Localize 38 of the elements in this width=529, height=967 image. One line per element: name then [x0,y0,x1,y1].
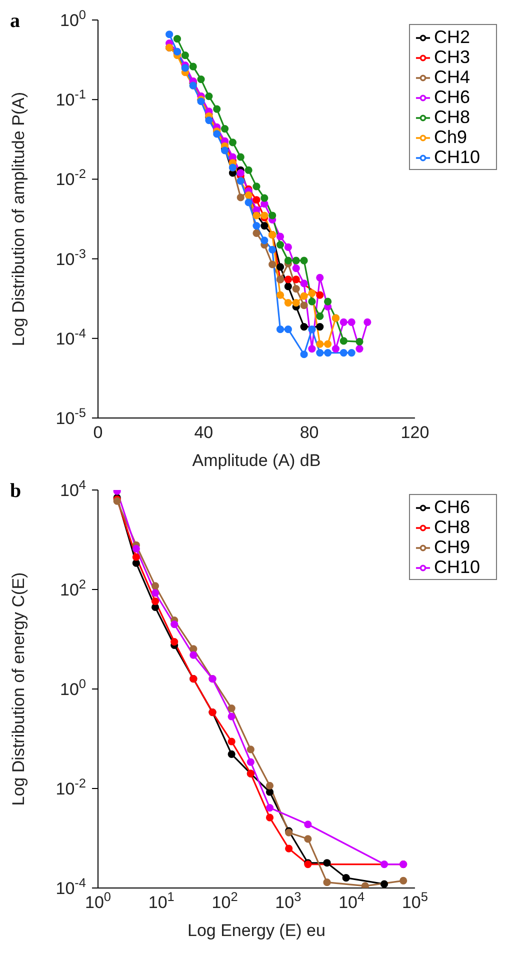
x-tick-label: 10$^{5}$ [402,888,428,912]
chart-title: b [10,480,22,503]
y-tick-label: 10$^{2}$ [60,576,86,600]
legend-label: CH8 [434,107,470,127]
x-tick-label: 10$^{2}$ [212,888,238,912]
legend-label: Ch9 [434,127,467,147]
y-axis-title: Log Distribution of energy C(E) [9,572,28,806]
legend-label: CH6 [434,497,470,517]
y-axis-title: Log Distribution of amplitude P(A) [9,92,28,346]
legend-label: CH2 [434,27,470,47]
x-tick-label: 10$^{0}$ [84,888,112,912]
y-tick-label: 10$^{-1}$ [56,86,86,110]
y-tick-label: 10$^{-4}$ [56,324,86,348]
x-tick-label: 80 [300,423,319,442]
y-tick-label: 10$^{-3}$ [56,245,86,269]
y-tick-label: 10$^{4}$ [60,476,86,500]
x-tick-label: 10$^{1}$ [148,888,174,912]
legend-label: CH9 [434,537,470,557]
legend-label: CH10 [434,557,480,577]
y-tick-label: 10$^{-5}$ [56,404,86,428]
legend-label: CH3 [434,47,470,67]
chart-title: a [10,10,20,33]
y-tick-label: 10$^{0}$ [60,6,86,30]
x-tick-label: 10$^{4}$ [338,888,365,912]
legend-label: CH10 [434,147,480,167]
y-tick-label: 10$^{-2}$ [56,166,86,190]
y-tick-label: 10$^{0}$ [60,676,86,699]
y-tick-label: 10$^{-2}$ [56,775,86,798]
x-tick-label: 0 [93,423,103,442]
x-axis-title: Log Energy (E) eu [188,921,326,940]
legend-label: CH4 [434,67,470,87]
x-axis-title: Amplitude (A) dB [192,451,321,470]
legend-label: CH8 [434,517,470,537]
x-tick-label: 120 [400,423,430,442]
y-tick-label: 10$^{-4}$ [56,874,86,898]
legend-label: CH6 [434,87,470,107]
x-tick-label: 10$^{3}$ [275,888,302,912]
x-tick-label: 40 [194,423,214,442]
